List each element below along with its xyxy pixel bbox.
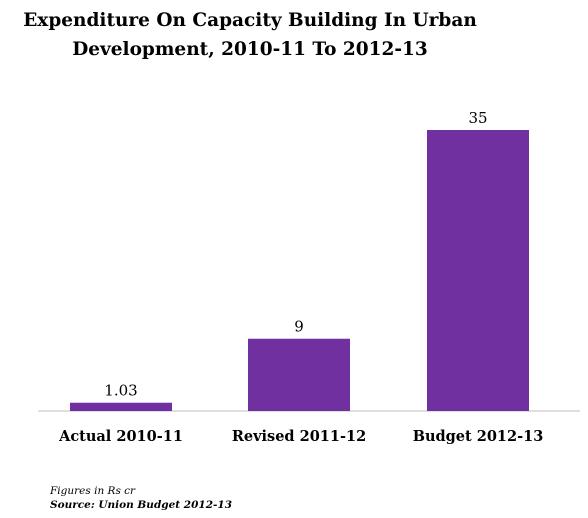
bar-3 xyxy=(427,130,529,411)
bars-group: 1.03 Actual 2010-11 9 Revised 2011-12 35 Budg… xyxy=(58,109,543,445)
bar-1 xyxy=(70,402,172,411)
data-label-3: 35 xyxy=(468,109,487,127)
bar-2 xyxy=(248,338,350,411)
source-note: Source: Union Budget 2012-13 xyxy=(50,499,233,511)
category-label-2: Revised 2011-12 xyxy=(232,428,366,445)
category-label-1: Actual 2010-11 xyxy=(58,428,183,445)
data-label-2: 9 xyxy=(294,318,304,336)
chart-title-line-2: Development, 2010-11 To 2012-13 xyxy=(72,39,428,60)
chart-title-line-1: Expenditure On Capacity Building In Urba… xyxy=(23,10,477,31)
units-footnote: Figures in Rs cr xyxy=(50,485,136,497)
chart-title: Expenditure On Capacity Building In Urba… xyxy=(0,6,500,64)
category-label-3: Budget 2012-13 xyxy=(413,428,544,445)
data-label-1: 1.03 xyxy=(104,382,137,400)
